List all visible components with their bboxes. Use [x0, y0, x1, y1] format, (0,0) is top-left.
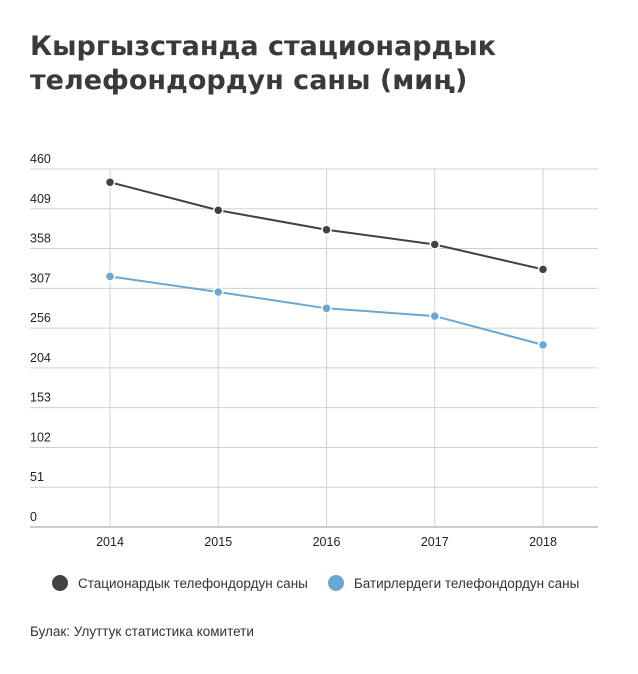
x-tick-label-3: 2017 — [421, 535, 449, 549]
y-tick-label-5: 256 — [30, 311, 51, 325]
chart-title-line-2: телефондордун саны (миң) — [30, 65, 468, 96]
y-tick-label-9: 460 — [30, 152, 51, 166]
x-axis-ticks: 2014 2015 2016 2017 2018 — [96, 535, 557, 549]
legend: Стационардык телефондордун саны Батирлер… — [52, 572, 599, 594]
legend-swatch-1 — [327, 575, 344, 591]
series-0-point-1 — [213, 204, 224, 216]
legend-item-0: Стационардык телефондордун саны — [52, 575, 308, 591]
x-tick-label-4: 2018 — [529, 535, 557, 549]
y-tick-label-1: 51 — [30, 470, 44, 484]
y-tick-label-4: 204 — [30, 351, 51, 365]
legend-label-0: Стационардык телефондордун саны — [78, 575, 308, 591]
gridlines — [30, 168, 598, 528]
y-tick-label-2: 102 — [30, 430, 51, 444]
series-0-point-4 — [537, 264, 549, 275]
series-1-point-1 — [213, 286, 224, 298]
x-tick-label-0: 2014 — [96, 535, 124, 549]
y-tick-label-0: 0 — [30, 510, 37, 524]
series-1-point-3 — [429, 310, 440, 322]
chart-title-line-1: Кыргызстанда стационардык — [30, 31, 497, 62]
y-tick-label-6: 307 — [30, 271, 51, 285]
series-1-point-4 — [537, 339, 549, 351]
x-tick-label-2: 2016 — [313, 535, 341, 549]
y-tick-label-7: 358 — [30, 232, 51, 246]
source-note: Булак: Улуттук статистика комитети — [30, 624, 254, 639]
series-0-point-3 — [429, 239, 440, 250]
series-0-point-0 — [104, 176, 116, 188]
legend-swatch-0 — [52, 575, 68, 591]
chart-title: Кыргызстанда стационардык телефондордун … — [30, 30, 620, 98]
legend-label-1: Батирлердеги телефондордун саны — [353, 575, 580, 591]
x-tick-label-1: 2015 — [204, 535, 232, 549]
y-tick-label-3: 153 — [30, 391, 51, 405]
y-tick-label-8: 409 — [30, 192, 51, 206]
series-1-point-2 — [321, 303, 332, 314]
series-0-point-2 — [321, 224, 332, 235]
series-1-point-0 — [104, 271, 116, 282]
y-axis-ticks: 0 51 102 153 204 256 307 358 409 460 — [30, 152, 51, 524]
legend-item-1: Батирлердеги телефондордун саны — [327, 575, 580, 591]
series-points — [104, 176, 549, 351]
